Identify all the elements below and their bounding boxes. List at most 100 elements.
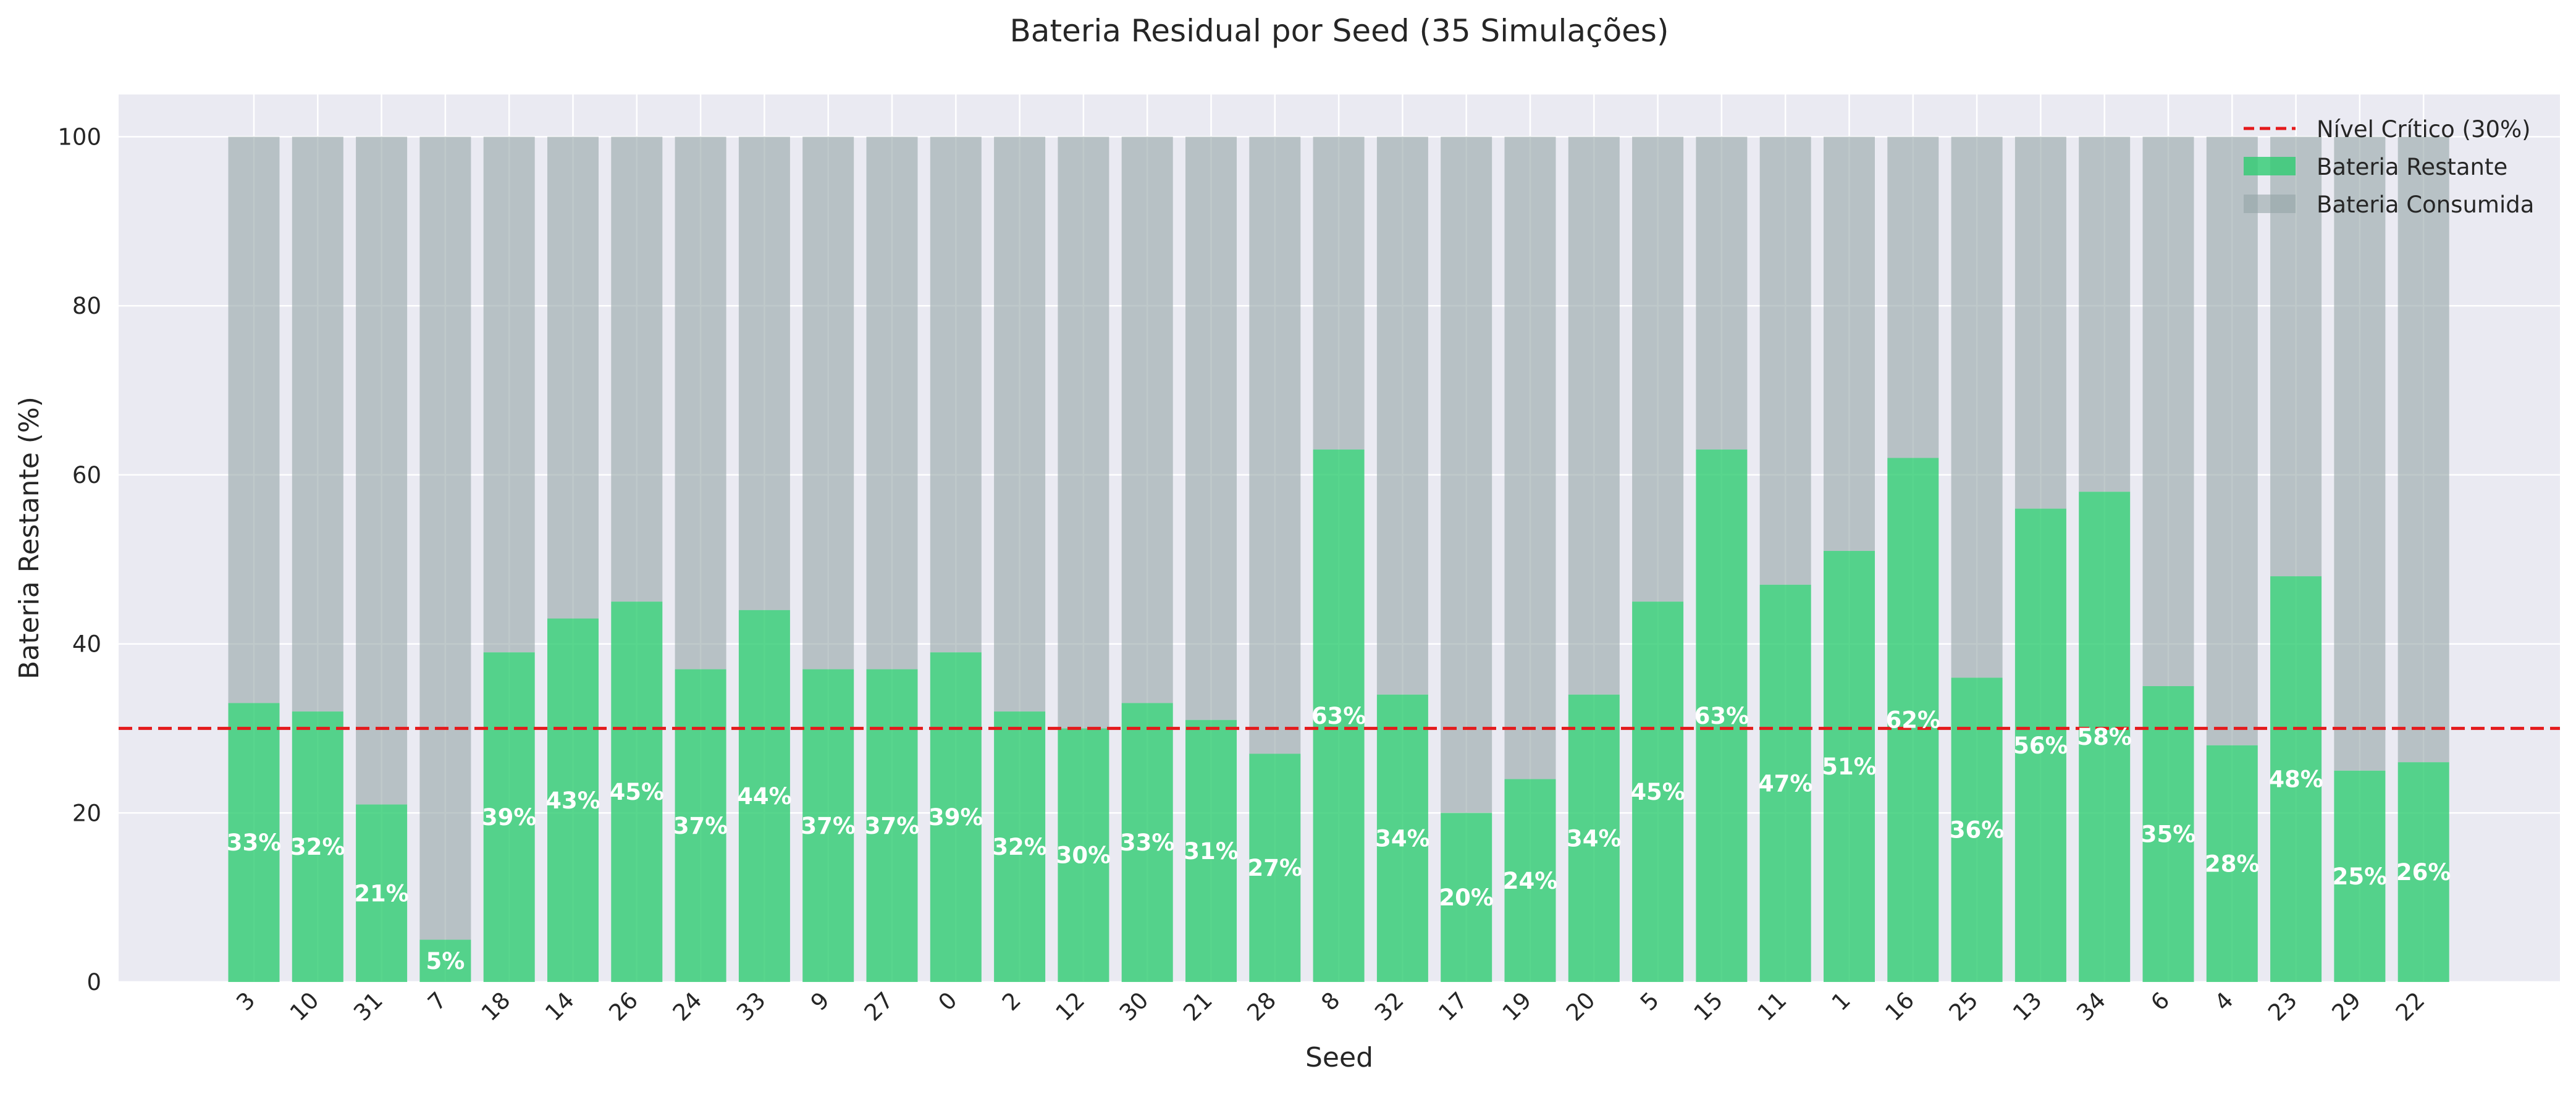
data-label-0: 39% — [928, 804, 983, 831]
remaining-bar-16 — [1887, 458, 1939, 982]
data-label-2: 32% — [992, 834, 1047, 860]
data-label-8: 63% — [1311, 703, 1366, 729]
consumed-bar-17 — [1441, 136, 1492, 813]
remaining-bar-3 — [228, 703, 280, 982]
remaining-bar-17 — [1441, 813, 1492, 982]
y-tick-label-2: 40 — [72, 631, 101, 658]
data-label-26: 45% — [610, 779, 665, 805]
consumed-bar-18 — [483, 136, 535, 653]
consumed-bar-7 — [419, 136, 471, 940]
data-label-29: 25% — [2333, 863, 2388, 890]
data-label-13: 56% — [2013, 732, 2068, 759]
data-label-17: 20% — [1439, 884, 1494, 911]
data-labels: 33% 32% 21% 5% 39% 43% 45% 37% 44% 37% 37% 39% 32% 30… — [227, 703, 2451, 975]
data-label-23: 48% — [2268, 766, 2323, 793]
data-label-19: 24% — [1503, 868, 1558, 894]
legend-consumed-swatch — [2244, 195, 2296, 213]
consumed-bar-19 — [1504, 136, 1556, 779]
remaining-bar-8 — [1313, 449, 1365, 982]
data-label-18: 39% — [482, 804, 537, 831]
consumed-bar-14 — [547, 136, 599, 619]
consumed-bar-4 — [2206, 136, 2258, 745]
remaining-bar-28 — [1249, 753, 1301, 982]
y-tick-label-1: 20 — [72, 800, 101, 826]
consumed-bars — [228, 136, 2449, 940]
remaining-bar-31 — [356, 804, 408, 982]
remaining-bar-0 — [930, 652, 982, 982]
remaining-bar-15 — [1696, 449, 1748, 982]
y-tick-labels: 0 20 40 60 80 100 — [57, 124, 101, 996]
data-label-1: 51% — [1822, 753, 1877, 780]
remaining-bar-10 — [292, 711, 343, 982]
remaining-bar-18 — [483, 652, 535, 982]
consumed-bar-21 — [1185, 136, 1237, 720]
data-label-28: 27% — [1248, 855, 1303, 881]
data-label-11: 47% — [1758, 770, 1813, 797]
consumed-bar-3 — [228, 136, 280, 703]
remaining-bar-11 — [1759, 584, 1811, 982]
y-axis-label: Bateria Restante (%) — [14, 396, 45, 679]
data-label-10: 32% — [290, 834, 345, 860]
remaining-bar-23 — [2270, 576, 2322, 982]
remaining-bar-22 — [2397, 762, 2449, 982]
consumed-bar-31 — [356, 136, 408, 805]
consumed-bar-26 — [611, 136, 663, 602]
legend: Nível Crítico (30%) Bateria Restante Bat… — [2244, 116, 2534, 218]
remaining-bar-4 — [2206, 745, 2258, 982]
data-label-12: 30% — [1056, 842, 1111, 869]
consumed-bar-15 — [1696, 136, 1748, 450]
remaining-bar-5 — [1632, 602, 1684, 982]
consumed-bar-2 — [994, 136, 1046, 712]
consumed-bar-34 — [2079, 136, 2131, 492]
consumed-bar-5 — [1632, 136, 1684, 602]
remaining-bar-32 — [1376, 694, 1428, 982]
consumed-bar-8 — [1313, 136, 1365, 450]
consumed-bar-16 — [1887, 136, 1939, 458]
data-label-31: 21% — [354, 880, 409, 907]
data-label-4: 28% — [2205, 850, 2260, 877]
consumed-bar-22 — [2397, 136, 2449, 763]
remaining-bar-24 — [675, 669, 726, 982]
remaining-bar-19 — [1504, 779, 1556, 982]
consumed-bar-28 — [1249, 136, 1301, 754]
remaining-bar-2 — [994, 711, 1046, 982]
data-label-7: 5% — [426, 948, 465, 975]
data-label-3: 33% — [227, 829, 282, 856]
consumed-bar-11 — [1759, 136, 1811, 585]
x-axis-label: Seed — [1305, 1042, 1373, 1073]
consumed-bar-1 — [1824, 136, 1875, 552]
consumed-bar-30 — [1121, 136, 1173, 703]
legend-critical-label: Nível Crítico (30%) — [2317, 116, 2531, 143]
remaining-bar-26 — [611, 602, 663, 982]
remaining-bar-21 — [1185, 720, 1237, 982]
y-tick-label-5: 100 — [57, 124, 101, 150]
consumed-bar-13 — [2014, 136, 2066, 509]
data-label-27: 37% — [865, 813, 920, 839]
data-label-20: 34% — [1567, 825, 1622, 852]
remaining-bar-27 — [866, 669, 918, 982]
data-label-15: 63% — [1694, 703, 1749, 729]
y-tick-label-0: 0 — [86, 969, 101, 996]
consumed-bar-24 — [675, 136, 726, 669]
remaining-bar-30 — [1121, 703, 1173, 982]
remaining-bar-6 — [2142, 686, 2194, 982]
consumed-bar-12 — [1058, 136, 1109, 729]
data-label-22: 26% — [2396, 859, 2451, 886]
consumed-bar-33 — [738, 136, 790, 610]
y-tick-label-3: 60 — [72, 462, 101, 489]
data-label-9: 37% — [801, 813, 856, 839]
legend-remaining-swatch — [2244, 157, 2296, 175]
remaining-bar-14 — [547, 618, 599, 982]
y-tick-label-4: 80 — [72, 293, 101, 319]
data-label-16: 62% — [1886, 707, 1941, 734]
chart-title: Bateria Residual por Seed (35 Simulações… — [1010, 13, 1669, 49]
consumed-bar-29 — [2334, 136, 2386, 771]
remaining-bar-20 — [1568, 694, 1620, 982]
consumed-bar-6 — [2142, 136, 2194, 686]
data-label-5: 45% — [1630, 779, 1685, 805]
data-label-14: 43% — [545, 787, 600, 814]
legend-remaining-label: Bateria Restante — [2317, 154, 2507, 180]
remaining-bar-34 — [2079, 492, 2131, 982]
